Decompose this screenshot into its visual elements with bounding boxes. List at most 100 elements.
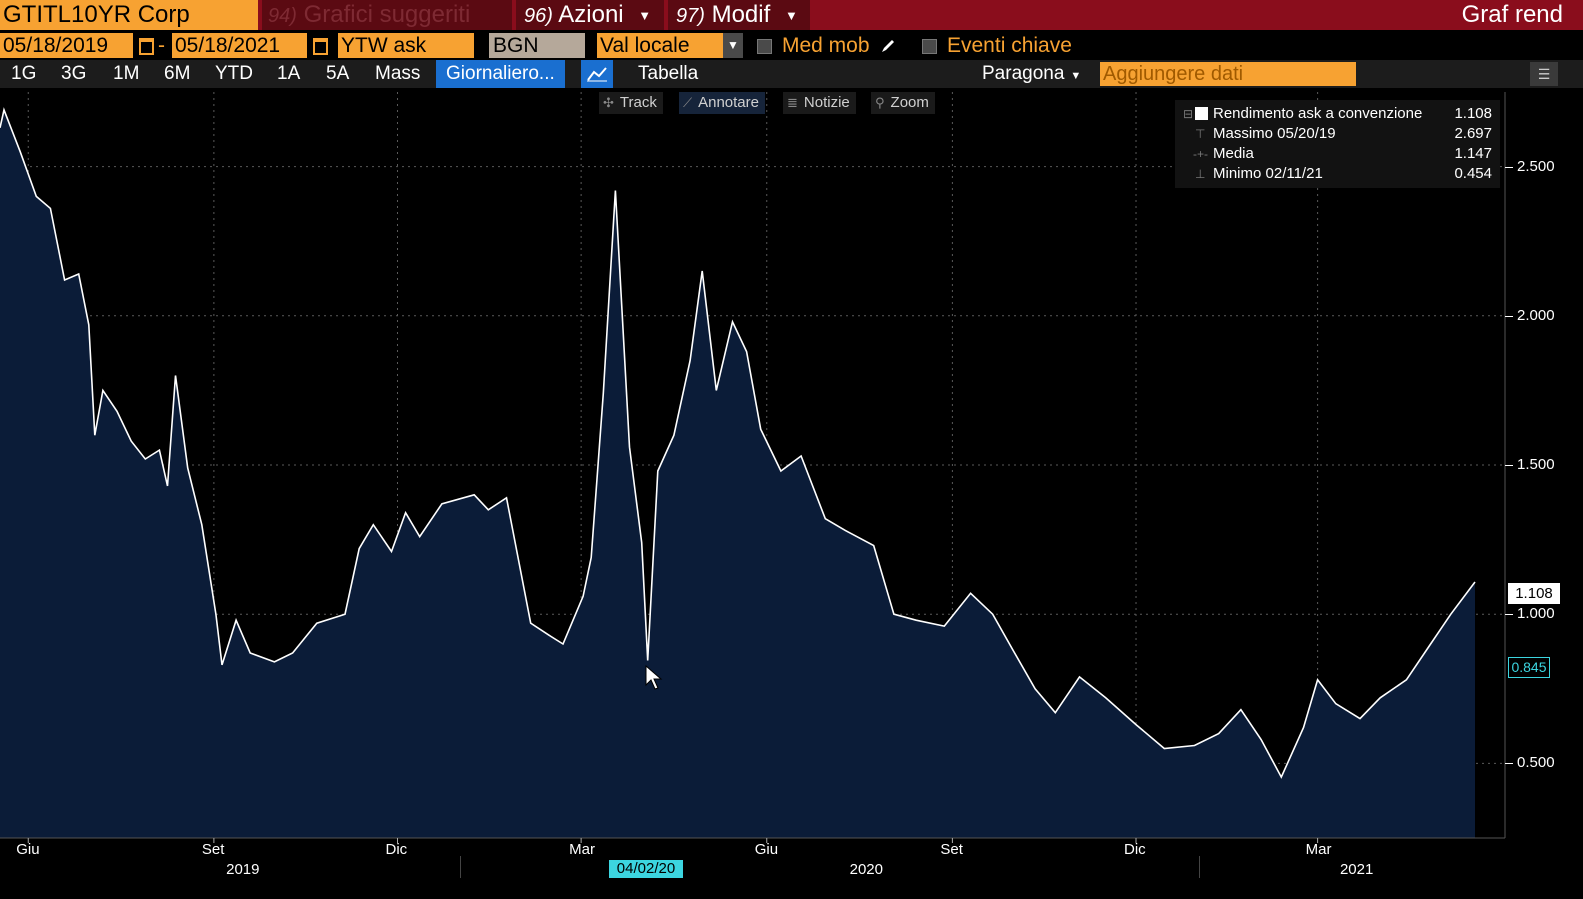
page-title: Graf rend — [1461, 1, 1563, 28]
settings-bar: 05/18/2019 - 05/18/2021 YTW ask BGN Val … — [0, 32, 1583, 59]
currency-select[interactable]: Val locale — [597, 33, 723, 58]
source-field[interactable]: BGN — [489, 33, 585, 58]
y-tick-label: 1.500 — [1517, 456, 1555, 473]
frequency-select[interactable]: Giornaliero... — [436, 60, 565, 88]
news-tool[interactable]: ≣ Notizie — [783, 92, 856, 114]
compare-menu[interactable]: Paragona ▼ — [982, 60, 1081, 88]
modify-number: 97) — [676, 5, 705, 27]
legend-average-label: Media — [1213, 145, 1254, 162]
checkbox-icon[interactable] — [757, 38, 772, 54]
end-date-field[interactable]: 05/18/2021 — [172, 33, 307, 58]
modify-label: Modif — [711, 1, 771, 28]
legend-min-label: Minimo 02/11/21 — [1213, 165, 1323, 182]
track-tool[interactable]: ✣ Track — [599, 92, 663, 114]
legend-max-label: Massimo 05/20/19 — [1213, 125, 1336, 142]
actions-label: Azioni — [558, 1, 624, 28]
last-value-marker: 1.108 — [1508, 583, 1560, 604]
start-date-field[interactable]: 05/18/2019 — [0, 33, 133, 58]
legend-max-value: 2.697 — [1454, 125, 1492, 142]
y-tick — [1505, 315, 1513, 317]
title-bar: GTITL10YR Corp 94) Grafici suggeriti 96)… — [0, 0, 1583, 30]
pencil-icon[interactable] — [879, 37, 897, 55]
average-icon: -+- — [1193, 147, 1208, 161]
suggested-number: 94) — [268, 5, 297, 27]
y-tick-label: 2.500 — [1517, 157, 1555, 175]
mouse-pointer-icon — [645, 665, 663, 690]
legend-average-value: 1.147 — [1454, 145, 1492, 162]
compare-label: Paragona — [982, 63, 1065, 84]
cursor-date-marker: 04/02/20 — [609, 860, 683, 878]
year-separator — [460, 856, 462, 878]
track-label: Track — [619, 94, 657, 111]
y-tick — [1505, 614, 1513, 616]
legend-min-value: 0.454 — [1454, 165, 1492, 182]
x-tick-label: Set — [201, 841, 225, 858]
range-3g[interactable]: 3G — [61, 63, 87, 84]
legend-series-name: Rendimento ask a convenzione — [1213, 105, 1423, 122]
key-events-toggle[interactable]: Eventi chiave — [922, 33, 1102, 58]
min-icon: ⊥ — [1195, 167, 1206, 181]
key-events-label: Eventi chiave — [947, 34, 1072, 57]
x-tick-label: Mar — [569, 841, 595, 858]
x-tick-label: Dic — [385, 841, 408, 858]
add-data-input[interactable]: Aggiungere dati — [1100, 62, 1356, 86]
zoom-label: Zoom — [890, 94, 929, 111]
menu-icon[interactable]: ☰ — [1530, 62, 1558, 86]
range-6m[interactable]: 6M — [164, 63, 191, 84]
checkbox-icon[interactable] — [922, 38, 937, 54]
cursor-value-marker: 0.845 — [1508, 657, 1550, 678]
x-tick-label: Dic — [1124, 841, 1146, 858]
y-tick-label: 1.000 — [1517, 605, 1555, 623]
chevron-down-icon: ▼ — [638, 7, 652, 23]
yield-line[interactable] — [0, 107, 1476, 779]
calendar-icon[interactable] — [308, 33, 330, 58]
range-1a[interactable]: 1A — [277, 63, 301, 84]
toolbar: 1G 3G 1M 6M YTD 1A 5A Mass Giornaliero..… — [0, 60, 1583, 88]
news-label: Notizie — [803, 94, 850, 111]
chevron-down-icon[interactable]: ▼ — [723, 33, 743, 58]
range-1m[interactable]: 1M — [113, 63, 140, 84]
x-tick-label: Giu — [16, 841, 40, 858]
suggested-charts-button[interactable]: 94) Grafici suggeriti — [262, 0, 512, 30]
max-icon: ⊤ — [1195, 127, 1206, 141]
range-5a[interactable]: 5A — [326, 63, 350, 84]
x-year-label: 2020 — [849, 861, 883, 878]
series-swatch[interactable] — [1195, 107, 1208, 120]
year-separator — [1198, 856, 1200, 878]
actions-number: 96) — [524, 5, 553, 27]
modify-menu-button[interactable]: 97) Modif ▼ — [668, 0, 810, 30]
range-ytd[interactable]: YTD — [215, 63, 253, 84]
collapse-icon[interactable]: ⊟ — [1183, 107, 1194, 121]
range-1g[interactable]: 1G — [11, 63, 37, 84]
chevron-down-icon: ▼ — [784, 7, 798, 23]
zoom-tool[interactable]: ⚲ Zoom — [871, 92, 935, 114]
x-axis-ticks — [27, 838, 1319, 843]
y-tick — [1505, 763, 1513, 765]
x-year-label: 2019 — [226, 861, 260, 878]
magnifier-icon: ⚲ — [875, 95, 885, 110]
field-selector[interactable]: YTW ask — [338, 33, 474, 58]
annotate-tool[interactable]: ⟋ Annotare — [679, 92, 765, 114]
range-max[interactable]: Mass — [375, 63, 421, 84]
chevron-down-icon: ▼ — [1070, 70, 1082, 82]
crosshair-icon: ✣ — [603, 95, 614, 110]
legend-series-value: 1.108 — [1454, 105, 1492, 122]
x-tick-label: Mar — [1305, 841, 1332, 858]
ticker-field[interactable]: GTITL10YR Corp — [0, 0, 258, 30]
actions-menu-button[interactable]: 96) Azioni ▼ — [516, 0, 664, 30]
y-tick — [1505, 166, 1513, 168]
date-separator: - — [158, 34, 165, 57]
calendar-icon[interactable] — [134, 33, 156, 58]
pen-icon: ⟋ — [683, 95, 693, 110]
table-button[interactable]: Tabella — [638, 63, 699, 84]
suggested-label: Grafici suggeriti — [303, 1, 471, 28]
y-tick-label: 2.000 — [1517, 306, 1555, 324]
moving-average-label: Med mob — [782, 34, 870, 57]
x-year-label: 2021 — [1339, 861, 1374, 878]
line-chart-icon[interactable] — [581, 60, 613, 88]
x-tick-label: Set — [940, 841, 963, 858]
moving-average-toggle[interactable]: Med mob — [757, 33, 907, 58]
yield-area — [0, 109, 1475, 838]
x-tick-label: Giu — [754, 841, 779, 858]
